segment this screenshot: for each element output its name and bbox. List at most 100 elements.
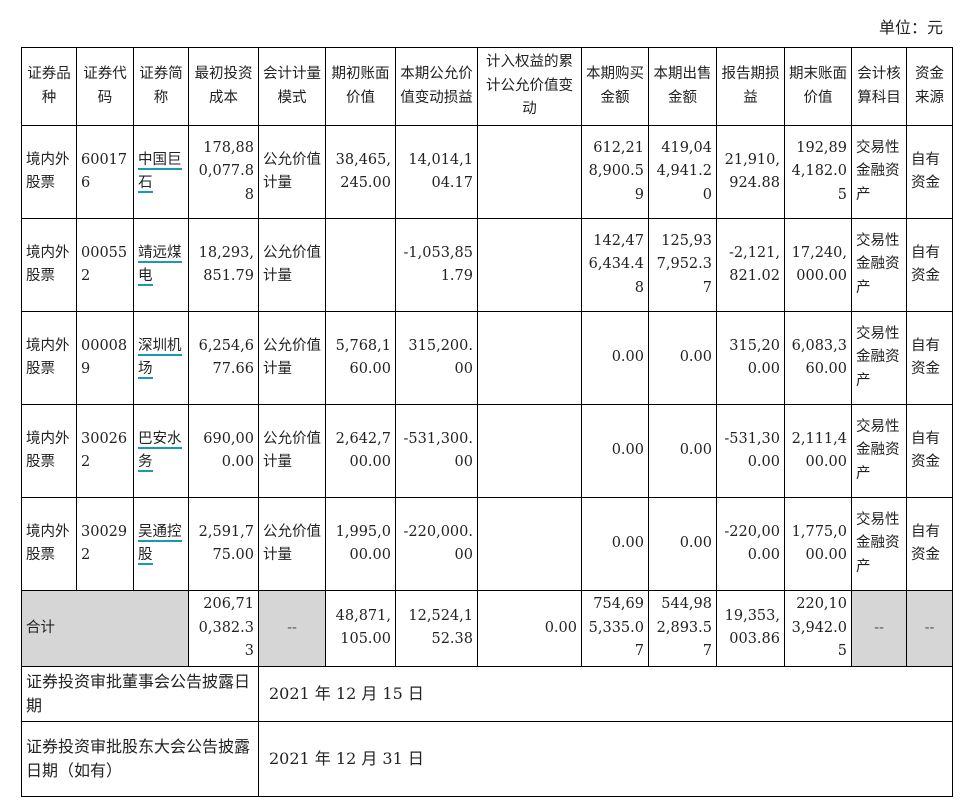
column-header: 最初投资成本: [188, 47, 259, 126]
cell-cost: 18,293,851.79: [188, 218, 259, 312]
cell-source: 自有资金: [906, 311, 953, 405]
cell-mode: 公允价值计量: [258, 311, 326, 405]
security-name-link[interactable]: 中国巨石: [138, 151, 182, 193]
cell-cost: 2,591,775.00: [188, 497, 259, 591]
cell-pnl: -2,121,821.02: [716, 218, 785, 312]
cell-mode: 公允价值计量: [258, 404, 326, 498]
cell-mode: 公允价值计量: [258, 497, 326, 591]
cell-equity-fv: [477, 218, 582, 312]
cell-fv-change: -531,300.00: [395, 404, 478, 498]
cell-close: 17,240,000.00: [784, 218, 852, 312]
total-account: --: [851, 590, 907, 667]
cell-pnl: -220,000.00: [716, 497, 785, 591]
cell-account: 交易性金融资产: [851, 497, 907, 591]
cell-name: 靖远煤电: [133, 218, 189, 312]
securities-investment-table: 证券品种 证券代码 证券简称 最初投资成本 会计计量模式 期初账面价值 本期公允价值变动损益…: [21, 47, 953, 797]
cell-sell: 0.00: [648, 311, 717, 405]
cell-mode: 公允价值计量: [258, 218, 326, 312]
cell-open: 1,995,000.00: [325, 497, 396, 591]
column-header: 计入权益的累计公允价值变动: [477, 47, 582, 126]
cell-source: 自有资金: [906, 218, 953, 312]
table-row: 境内外股票 000552 靖远煤电 18,293,851.79 公允价值计量 -1,053…: [21, 218, 953, 312]
column-header: 证券代码: [76, 47, 134, 126]
cell-pnl: 21,910,924.88: [716, 125, 785, 219]
cell-type: 境内外股票: [21, 497, 77, 591]
cell-buy: 0.00: [581, 497, 649, 591]
total-label: 合计: [21, 590, 189, 667]
column-header: 期初账面价值: [325, 47, 396, 126]
table-row: 境内外股票 300262 巴安水务 690,000.00 公允价值计量 2,642,700…: [21, 404, 953, 498]
column-header: 资金来源: [906, 47, 953, 126]
cell-buy: 0.00: [581, 404, 649, 498]
security-name-link[interactable]: 深圳机场: [138, 337, 182, 379]
total-sell: 544,982,893.57: [648, 590, 717, 667]
column-header: 证券简称: [133, 47, 189, 126]
cell-fv-change: 315,200.00: [395, 311, 478, 405]
total-close: 220,103,942.05: [784, 590, 852, 667]
cell-account: 交易性金融资产: [851, 311, 907, 405]
cell-open: 5,768,160.00: [325, 311, 396, 405]
table-row: 境内外股票 600176 中国巨石 178,880,077.88 公允价值计量 38,46…: [21, 125, 953, 219]
cell-code: 600176: [76, 125, 134, 219]
unit-label: 单位：元: [878, 18, 943, 37]
cell-code: 000552: [76, 218, 134, 312]
total-source: --: [906, 590, 953, 667]
total-fv-change: 12,524,152.38: [395, 590, 478, 667]
cell-cost: 178,880,077.88: [188, 125, 259, 219]
column-header: 期末账面价值: [784, 47, 852, 126]
cell-close: 6,083,360.00: [784, 311, 852, 405]
cell-name: 深圳机场: [133, 311, 189, 405]
cell-fv-change: -1,053,851.79: [395, 218, 478, 312]
cell-sell: 0.00: [648, 404, 717, 498]
column-header: 会计核算科目: [851, 47, 907, 126]
cell-buy: 0.00: [581, 311, 649, 405]
column-header: 本期公允价值变动损益: [395, 47, 478, 126]
cell-close: 1,775,000.00: [784, 497, 852, 591]
footer-date: 2021 年 12 月 31 日: [258, 720, 953, 797]
cell-source: 自有资金: [906, 497, 953, 591]
security-name-link[interactable]: 巴安水务: [138, 430, 182, 472]
security-name-link[interactable]: 靖远煤电: [138, 244, 182, 286]
cell-open: 38,465,245.00: [325, 125, 396, 219]
total-open: 48,871,105.00: [325, 590, 396, 667]
cell-sell: 125,937,952.37: [648, 218, 717, 312]
cell-equity-fv: [477, 311, 582, 405]
cell-type: 境内外股票: [21, 311, 77, 405]
table-row: 境内外股票 000089 深圳机场 6,254,677.66 公允价值计量 5,768,1…: [21, 311, 953, 405]
total-pnl: 19,353,003.86: [716, 590, 785, 667]
total-row: 合计 206,710,382.33 -- 48,871,105.00 12,524,15…: [21, 590, 953, 667]
footer-row: 证券投资审批董事会公告披露日期 2021 年 12 月 15 日: [21, 665, 953, 722]
column-header: 会计计量模式: [258, 47, 326, 126]
footer-date: 2021 年 12 月 15 日: [258, 665, 953, 722]
cell-mode: 公允价值计量: [258, 125, 326, 219]
footer-label: 证券投资审批董事会公告披露日期: [21, 665, 259, 722]
cell-cost: 690,000.00: [188, 404, 259, 498]
cell-buy: 142,476,434.48: [581, 218, 649, 312]
cell-fv-change: 14,014,104.17: [395, 125, 478, 219]
cell-name: 中国巨石: [133, 125, 189, 219]
cell-source: 自有资金: [906, 125, 953, 219]
column-header: 本期购买金额: [581, 47, 649, 126]
cell-code: 000089: [76, 311, 134, 405]
table-row: 境内外股票 300292 吴通控股 2,591,775.00 公允价值计量 1,995,0…: [21, 497, 953, 591]
header-row: 证券品种 证券代码 证券简称 最初投资成本 会计计量模式 期初账面价值 本期公允价值变动损益…: [21, 47, 953, 126]
cell-name: 巴安水务: [133, 404, 189, 498]
cell-account: 交易性金融资产: [851, 404, 907, 498]
total-equity-fv: 0.00: [477, 590, 582, 667]
footer-row: 证券投资审批股东大会公告披露日期（如有） 2021 年 12 月 31 日: [21, 720, 953, 797]
cell-type: 境内外股票: [21, 404, 77, 498]
cell-fv-change: -220,000.00: [395, 497, 478, 591]
footer-label: 证券投资审批股东大会公告披露日期（如有）: [21, 720, 259, 797]
cell-code: 300292: [76, 497, 134, 591]
cell-type: 境内外股票: [21, 218, 77, 312]
cell-equity-fv: [477, 125, 582, 219]
cell-pnl: -531,300.00: [716, 404, 785, 498]
total-buy: 754,695,335.07: [581, 590, 649, 667]
column-header: 证券品种: [21, 47, 77, 126]
cell-account: 交易性金融资产: [851, 218, 907, 312]
cell-sell: 419,044,941.20: [648, 125, 717, 219]
cell-name: 吴通控股: [133, 497, 189, 591]
total-cost: 206,710,382.33: [188, 590, 259, 667]
security-name-link[interactable]: 吴通控股: [138, 523, 182, 565]
cell-open: [325, 218, 396, 312]
